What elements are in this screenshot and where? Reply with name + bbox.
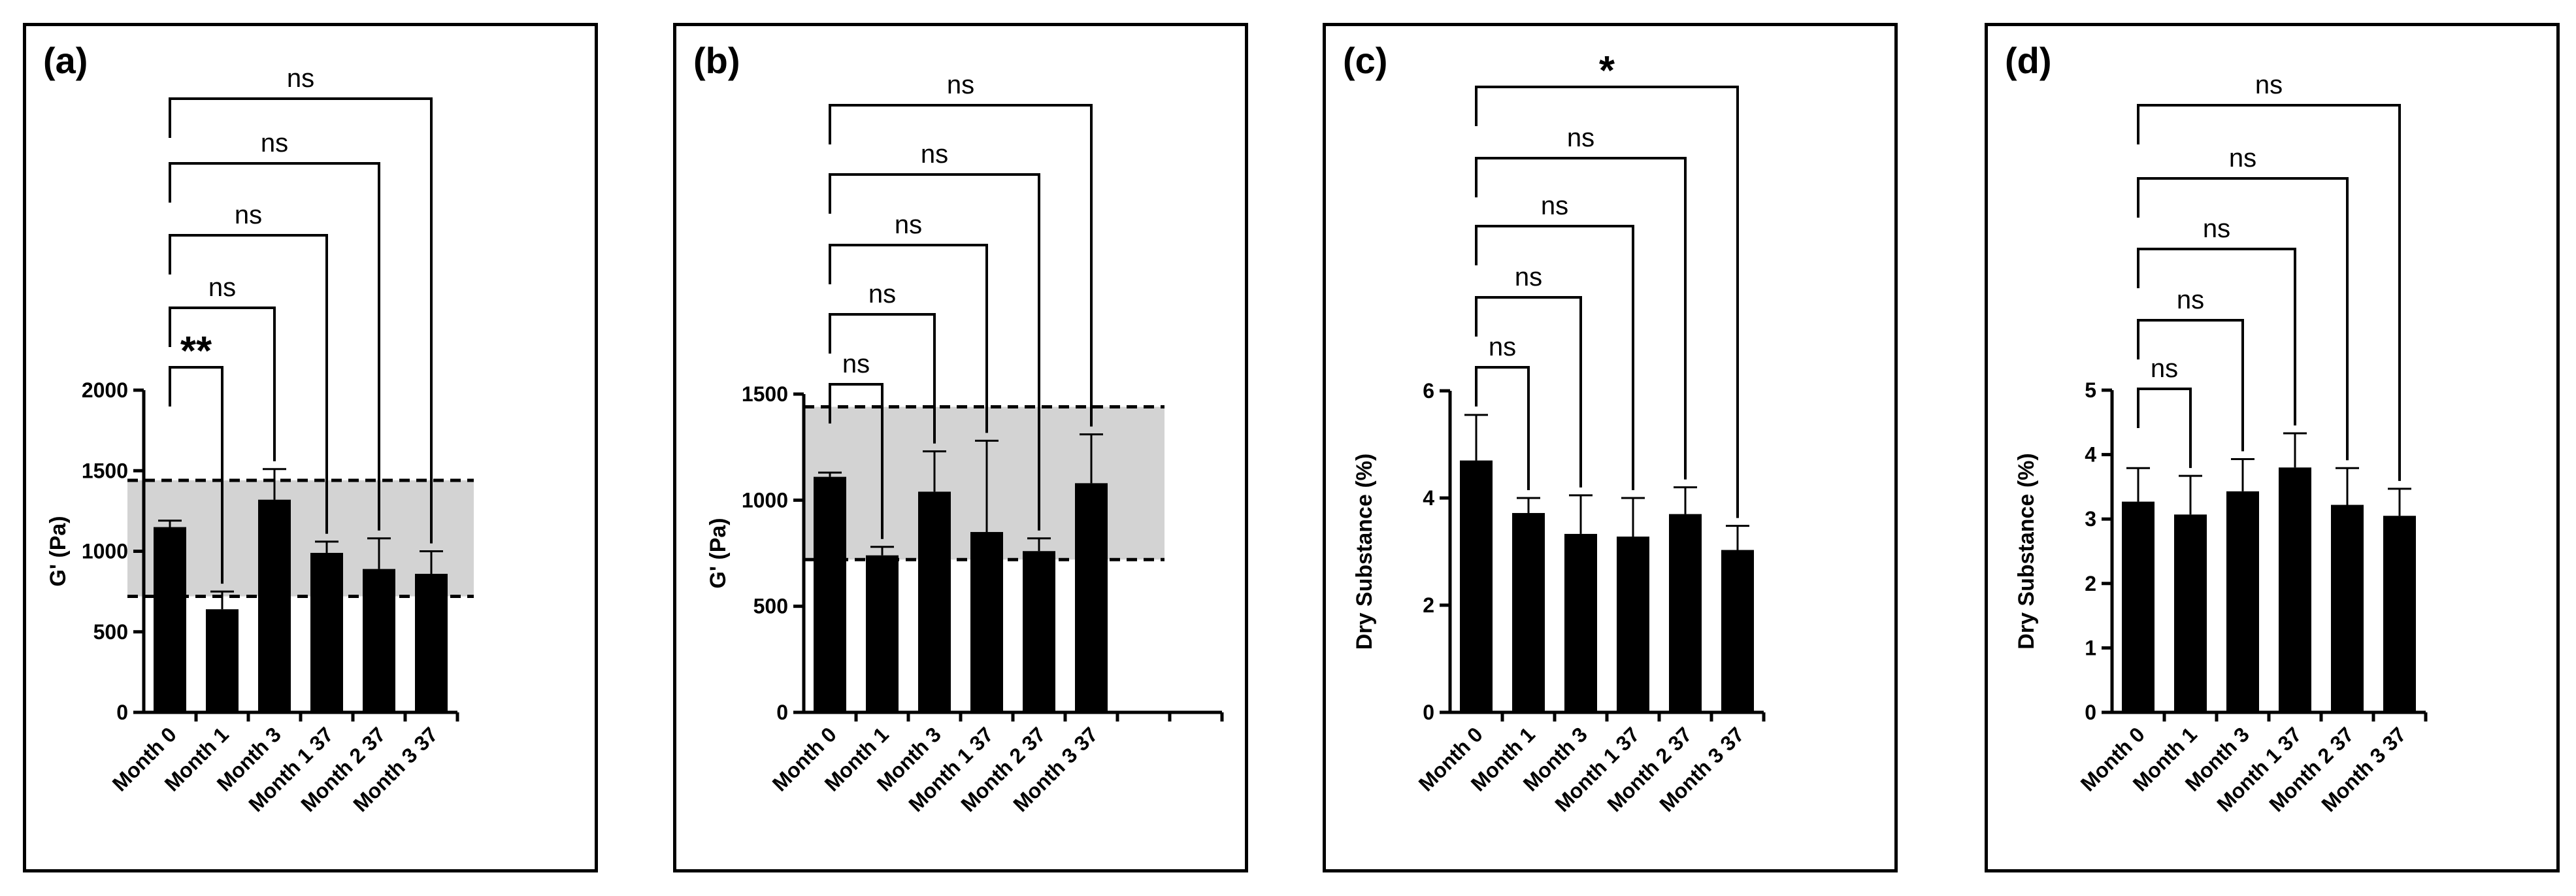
bar — [1669, 514, 1702, 712]
bar — [1617, 537, 1649, 712]
significance-label: ns — [2203, 214, 2230, 243]
y-axis-label: G' (Pa) — [46, 516, 71, 586]
y-tick-label: 0 — [2085, 701, 2096, 724]
significance-bracket — [829, 244, 988, 433]
y-tick-label: 1000 — [742, 488, 788, 512]
bar — [1564, 533, 1597, 712]
panel-label: (a) — [43, 40, 88, 81]
significance-label: ns — [1541, 191, 1568, 220]
significance-label: ns — [208, 273, 236, 302]
y-tick-label: 0 — [776, 701, 788, 724]
bar — [258, 499, 291, 712]
bar — [918, 491, 951, 712]
significance-bracket — [1475, 366, 1530, 490]
panel-label: (d) — [2005, 40, 2052, 81]
y-tick-label: 0 — [1423, 701, 1434, 724]
bar — [363, 569, 395, 712]
bar — [415, 574, 448, 712]
significance-label: ns — [1515, 263, 1542, 291]
y-tick-label: 1500 — [742, 382, 788, 406]
y-tick-label: 4 — [1423, 486, 1434, 510]
y-tick-label: 500 — [753, 595, 788, 618]
panel-label: (b) — [693, 40, 740, 81]
bar — [154, 527, 186, 712]
significance-bracket — [169, 366, 223, 584]
significance-label: ns — [868, 280, 896, 308]
bar — [2226, 491, 2259, 712]
chart-panel-a: (a) 0 500 1000 1500 2000 G' (Pa) Month 0 Month … — [23, 23, 598, 872]
bar — [2383, 516, 2416, 712]
significance-label: ns — [261, 129, 288, 158]
significance-label: * — [1599, 48, 1615, 93]
chart-panel-b: (b) 0 500 1000 1500 G' (Pa) Month 0 Month 1 Mon… — [673, 23, 1248, 872]
y-tick-label: 2 — [1423, 593, 1434, 617]
chart-panel-d: (d) 0 1 2 3 4 5 Dry Substance (%) Month 0 Month … — [1985, 23, 2560, 872]
y-tick-label: 3 — [2085, 507, 2096, 531]
significance-bracket — [1475, 296, 1582, 488]
panel-label: (c) — [1343, 40, 1388, 81]
bar — [1023, 551, 1055, 712]
significance-label: ns — [2255, 71, 2283, 99]
significance-bracket — [1475, 157, 1687, 480]
significance-bracket — [169, 162, 380, 531]
y-tick-label: 1 — [2085, 636, 2096, 659]
significance-label: ns — [287, 64, 314, 93]
y-tick-label: 4 — [2085, 443, 2096, 467]
significance-bracket — [2137, 177, 2349, 461]
significance-bracket — [1475, 86, 1739, 518]
significance-bracket — [2137, 388, 2192, 469]
significance-label: ns — [2177, 286, 2204, 314]
y-tick-label: 0 — [116, 701, 128, 724]
significance-label: ns — [947, 71, 974, 99]
bar — [970, 532, 1003, 712]
bar — [1721, 550, 1754, 712]
y-tick-label: 5 — [2085, 378, 2096, 402]
bar — [2174, 514, 2207, 712]
bar — [814, 476, 846, 712]
bar — [2279, 467, 2311, 712]
significance-label: ns — [1489, 333, 1516, 361]
y-axis-label: Dry Substance (%) — [1352, 454, 1377, 650]
y-tick-label: 500 — [93, 620, 128, 644]
y-tick-label: 1500 — [82, 459, 128, 482]
significance-bracket — [829, 383, 883, 539]
bar — [2331, 505, 2364, 712]
significance-label: ** — [180, 329, 212, 374]
significance-bracket — [169, 307, 276, 461]
y-tick-label: 2 — [2085, 572, 2096, 595]
significance-bracket — [829, 313, 936, 444]
bar — [206, 609, 239, 712]
significance-label: ns — [2229, 144, 2256, 173]
significance-bracket — [169, 97, 433, 544]
bar — [1075, 483, 1108, 712]
significance-bracket — [169, 234, 328, 534]
bar — [1512, 512, 1545, 712]
bar — [1460, 460, 1493, 712]
significance-label: ns — [921, 140, 948, 169]
significance-bracket — [2137, 319, 2244, 452]
significance-label: ns — [895, 210, 922, 239]
significance-label: ns — [235, 201, 262, 229]
bar — [2122, 501, 2155, 712]
y-axis-label: Dry Substance (%) — [2014, 453, 2039, 649]
significance-label: ns — [842, 350, 870, 378]
y-tick-label: 1000 — [82, 540, 128, 563]
y-tick-label: 2000 — [82, 378, 128, 402]
significance-bracket — [829, 104, 1093, 427]
significance-bracket — [829, 173, 1040, 531]
y-tick-label: 6 — [1423, 379, 1434, 403]
significance-bracket — [2137, 104, 2401, 481]
significance-bracket — [2137, 248, 2296, 426]
significance-label: ns — [1567, 124, 1594, 152]
y-axis-label: G' (Pa) — [706, 518, 731, 588]
significance-bracket — [1475, 225, 1634, 490]
bar — [866, 555, 899, 712]
significance-label: ns — [2151, 354, 2178, 383]
bar — [310, 552, 343, 712]
